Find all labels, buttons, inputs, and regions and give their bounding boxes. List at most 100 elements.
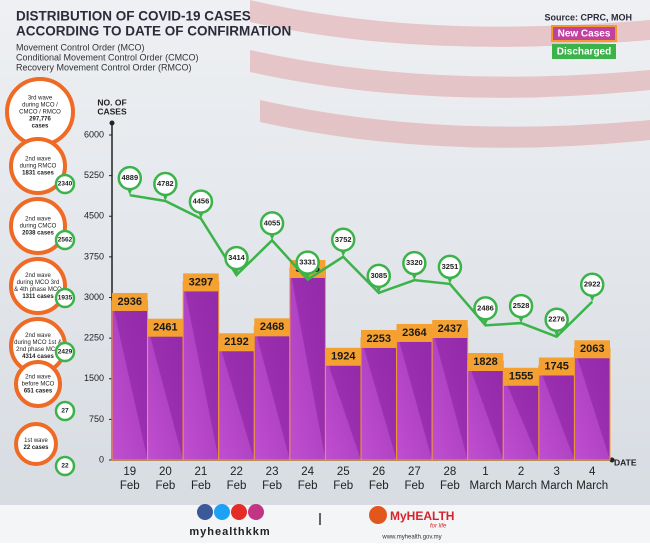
wave-text: & 4th phase MCO (14, 287, 62, 293)
footer-brand: MyHEALTH (390, 509, 454, 523)
value-label: 2936 (118, 296, 142, 308)
data-label: 2276 (548, 315, 565, 324)
value-label: 2192 (224, 336, 248, 348)
bar (502, 375, 540, 461)
data-bubble (117, 165, 143, 191)
data-label: 3251 (442, 262, 459, 271)
data-bubble (224, 245, 249, 271)
discharged-circle (54, 287, 76, 309)
value-label: 1924 (331, 351, 356, 363)
x-tick-label: Feb (262, 480, 282, 492)
footer-tagline: for life (430, 524, 447, 530)
wave-text: 651 cases (24, 389, 53, 395)
x-tick-label: Feb (298, 480, 318, 492)
data-bubble (579, 272, 605, 297)
data-label: 2528 (513, 301, 530, 310)
bar (289, 267, 326, 461)
x-tick-label: Feb (404, 480, 424, 492)
x-tick-label: Feb (227, 480, 247, 492)
data-bubble (508, 293, 534, 319)
wave-text: 22 cases (23, 445, 49, 451)
footer-band (0, 505, 650, 543)
data-label: 3414 (228, 253, 246, 262)
value-label-box (218, 333, 255, 352)
bar (360, 337, 398, 461)
title: DISTRIBUTION OF COVID-19 CASES (16, 9, 251, 24)
value-label-box (467, 352, 504, 371)
discharged-circle (54, 400, 76, 422)
wave-text: 4314 cases (22, 354, 54, 360)
y-tick-label: 3750 (84, 251, 104, 261)
discharged-circle (54, 229, 76, 251)
wave-circle (14, 422, 58, 466)
data-bubble (153, 171, 178, 197)
data-label: 4055 (264, 218, 281, 227)
x-tick-label: 28 (444, 466, 457, 478)
x-tick-label: 2 (518, 466, 524, 478)
bar (431, 327, 469, 461)
x-tick-label: March (541, 480, 573, 492)
x-tick-label: 25 (337, 466, 350, 478)
x-tick-label: 21 (195, 466, 208, 478)
x-tick-label: 23 (266, 466, 279, 478)
wave-text: 2nd wave (25, 157, 51, 163)
data-label: 4889 (121, 173, 138, 182)
wave-text: before MCO (22, 382, 55, 388)
x-tick-label: March (505, 480, 537, 492)
discharged-text: 2429 (58, 349, 73, 356)
data-label: 3320 (406, 258, 423, 267)
data-bubble (259, 211, 285, 236)
bar (396, 331, 433, 461)
bar (147, 326, 184, 461)
wave-text: during MCO 3rd (17, 280, 60, 286)
discharged-text: 2340 (58, 181, 73, 188)
data-bubble (473, 296, 498, 321)
x-tick-label: 1 (482, 466, 488, 478)
value-label: 2461 (153, 322, 177, 334)
axis-end (109, 120, 115, 126)
title: ACCORDING TO DATE OF CONFIRMATION (16, 24, 291, 39)
brand-logo (369, 506, 387, 524)
value-label-box (183, 273, 219, 292)
axis-end (609, 457, 615, 463)
discharged-text: 1935 (58, 295, 73, 302)
x-tick-label: 19 (123, 466, 136, 478)
x-axis-label: DATE (614, 457, 637, 467)
wave-text: 2nd wave (25, 375, 51, 381)
x-tick-label: Feb (120, 480, 140, 492)
x-tick-label: Feb (369, 480, 389, 492)
subtitle: Conditional Movement Control Order (CMCO… (16, 52, 199, 62)
x-tick-label: Feb (440, 480, 460, 492)
value-label: 1828 (473, 356, 497, 368)
discharged-text: 2562 (58, 237, 73, 244)
x-tick-label: March (576, 480, 608, 492)
source: Source: CPRC, MOH (544, 12, 632, 22)
x-tick-label: 27 (408, 466, 421, 478)
bar (573, 347, 611, 461)
value-label-box (112, 292, 148, 311)
discharged-circle (54, 173, 76, 195)
y-tick-label: 4500 (84, 211, 104, 221)
y-tick-label: 3000 (84, 292, 104, 302)
value-label: 1555 (509, 371, 533, 383)
discharged-circle (54, 341, 76, 363)
wave-circle (9, 257, 67, 315)
value-label-box (432, 319, 468, 338)
value-label: 2063 (580, 343, 604, 355)
bar (538, 364, 575, 461)
data-bubble (544, 307, 569, 332)
x-tick-label: 24 (301, 466, 314, 478)
x-tick-label: Feb (333, 480, 353, 492)
data-bubble (188, 189, 214, 214)
wave-text: 1st wave (24, 438, 48, 444)
wave-text: cases (32, 124, 49, 130)
x-tick-label: 4 (589, 466, 596, 478)
value-label-box (254, 318, 290, 337)
y-axis-label: CASES (97, 106, 127, 116)
value-label: 2468 (260, 321, 284, 333)
value-label-box (538, 357, 575, 376)
wave-text: 3rd wave (28, 96, 53, 102)
data-bubble (330, 227, 356, 253)
data-bubble (402, 250, 427, 276)
